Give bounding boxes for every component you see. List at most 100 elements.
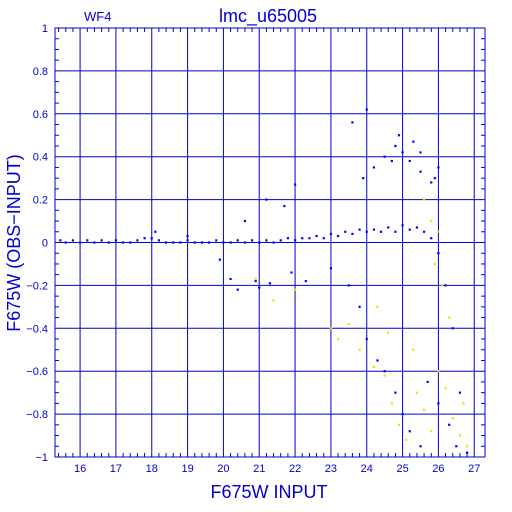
data-point <box>372 166 376 169</box>
x-tick-label: 25 <box>396 463 408 475</box>
y-tick-label: 0.4 <box>33 152 48 164</box>
data-point <box>78 241 82 244</box>
y-axis-title: F675W (OBS−INPUT) <box>4 154 24 332</box>
data-point <box>451 327 454 330</box>
data-point <box>390 159 393 163</box>
data-point <box>265 239 268 242</box>
data-point <box>405 438 408 441</box>
data-point <box>462 402 465 405</box>
x-tick-label: 20 <box>217 463 229 475</box>
data-point <box>172 241 175 244</box>
data-point <box>86 239 89 242</box>
data-point <box>344 230 347 233</box>
data-point <box>215 239 218 242</box>
data-point <box>455 445 458 448</box>
y-tick-label: −0.8 <box>26 409 48 421</box>
data-point <box>358 348 361 351</box>
data-point <box>290 271 293 274</box>
data-point <box>236 288 239 291</box>
y-tick-label: −0.6 <box>26 366 48 378</box>
data-point <box>394 391 397 394</box>
data-point <box>59 239 62 242</box>
data-point <box>365 230 368 233</box>
data-point <box>301 237 304 240</box>
data-point <box>329 267 333 270</box>
data-point <box>347 284 350 287</box>
y-tick-label: 0.8 <box>33 66 48 78</box>
data-point <box>365 108 368 111</box>
y-tick-label: 0.6 <box>33 109 48 121</box>
data-point <box>430 219 433 223</box>
data-point <box>394 230 397 233</box>
data-point <box>376 305 379 308</box>
data-point <box>93 241 96 244</box>
data-point <box>437 252 440 255</box>
data-point <box>258 241 261 244</box>
data-point <box>254 280 257 283</box>
data-point <box>236 239 239 242</box>
data-point <box>419 445 422 448</box>
data-point <box>383 155 386 158</box>
data-point <box>258 286 261 289</box>
x-tick-label: 22 <box>289 463 301 475</box>
data-point <box>448 316 451 319</box>
data-point <box>143 237 146 240</box>
data-point <box>186 239 189 242</box>
data-point <box>422 230 426 233</box>
data-point <box>207 241 211 244</box>
data-point <box>365 337 368 341</box>
data-point <box>136 239 139 242</box>
data-point <box>164 241 168 244</box>
data-point <box>372 365 376 369</box>
data-point <box>412 348 415 351</box>
x-tick-label: 26 <box>432 463 444 475</box>
data-point <box>458 391 462 394</box>
data-point <box>243 241 247 244</box>
data-point <box>465 451 469 454</box>
data-point <box>179 241 182 244</box>
data-point <box>387 226 390 229</box>
data-point <box>283 204 286 208</box>
ticks: 16 17 18 19 20 21 22 23 24 25 26 27 −1 −0.8 −0.6 −0.4 −0… <box>26 23 485 475</box>
data-point <box>121 241 125 244</box>
data-point <box>358 305 361 308</box>
y-tick-label: −0.4 <box>26 323 48 335</box>
data-point <box>71 239 75 242</box>
data-point <box>437 402 440 405</box>
data-point <box>362 177 365 180</box>
data-point <box>394 144 397 148</box>
data-point <box>218 258 221 261</box>
x-tick-label: 23 <box>325 463 337 475</box>
data-point <box>415 391 419 394</box>
data-point <box>415 226 419 229</box>
x-tick-label: 21 <box>253 463 265 475</box>
data-point <box>100 239 103 242</box>
y-tick-label: −0.2 <box>26 280 48 292</box>
data-point <box>422 408 426 411</box>
x-tick-label: 18 <box>146 463 158 475</box>
data-point <box>458 434 462 437</box>
data-point <box>322 237 325 240</box>
data-point <box>229 277 232 281</box>
data-point <box>422 198 426 201</box>
data-point <box>222 241 225 244</box>
x-tick-label: 24 <box>361 463 373 475</box>
data-point <box>437 166 440 169</box>
data-point <box>254 277 257 281</box>
data-point <box>186 234 189 238</box>
y-tick-label: 0 <box>42 238 48 250</box>
data-point <box>193 241 196 244</box>
data-point <box>304 280 307 283</box>
data-point <box>397 423 401 426</box>
data-point <box>293 183 297 186</box>
data-point <box>250 239 254 242</box>
data-point <box>272 241 275 244</box>
data-point <box>358 228 361 231</box>
data-point <box>444 387 447 390</box>
data-point <box>268 282 272 285</box>
data-point <box>401 151 404 154</box>
data-point <box>448 423 451 426</box>
data-point <box>336 234 340 238</box>
data-point <box>286 237 290 240</box>
